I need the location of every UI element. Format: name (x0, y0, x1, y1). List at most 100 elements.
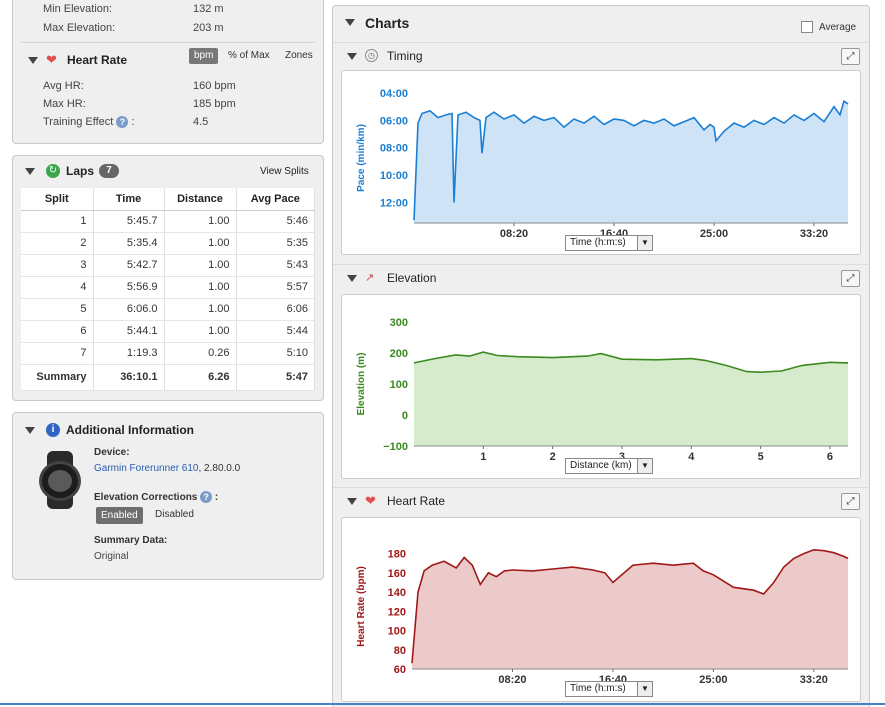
cell: 5:57 (236, 276, 315, 299)
laps-count-badge: 7 (99, 164, 119, 178)
collapse-hr-chart-icon[interactable] (347, 498, 357, 505)
y-axis-label: Heart Rate (bpm) (356, 566, 367, 647)
y-tick-label: 100 (390, 379, 408, 391)
cell: 5:43 (236, 254, 315, 277)
view-splits-link[interactable]: View Splits (260, 166, 309, 177)
collapse-additional-icon[interactable] (25, 427, 35, 434)
cell: 7 (21, 342, 94, 365)
hr-x-axis-dropdown[interactable]: Time (h:m:s) ▼ (565, 681, 653, 697)
y-tick-label: 10:00 (380, 170, 408, 182)
y-tick-label: 180 (388, 549, 406, 561)
x-tick-label: 3 (619, 451, 625, 463)
cell: 1.00 (164, 298, 237, 321)
bottom-border (0, 703, 885, 705)
cell: Summary (21, 364, 94, 391)
elevation-x-axis-dropdown[interactable]: Distance (km) ▼ (565, 458, 653, 474)
series-line (413, 99, 849, 221)
device-line: Garmin Forerunner 610, 2.80.0.0 (94, 463, 240, 474)
heart-rate-title: Heart Rate (67, 53, 128, 67)
cell: 5:47 (236, 364, 315, 391)
laps-title: Laps (66, 164, 95, 178)
series-line (411, 548, 849, 664)
disabled-button[interactable]: Disabled (155, 509, 194, 520)
min-elevation-value: 132 m (193, 3, 224, 15)
cell: 5:10 (236, 342, 315, 365)
y-axis-label: Elevation (m) (356, 353, 367, 416)
series-line (413, 351, 849, 374)
cell: 4 (21, 276, 94, 299)
cell: 2 (21, 232, 94, 255)
expand-timing-icon[interactable]: ⤢ (841, 48, 860, 65)
unit-percent-max-button[interactable]: % of Max (228, 50, 270, 61)
additional-info-title: Additional Information (66, 423, 194, 437)
table-row[interactable]: 5 6:06.0 1.00 6:06 (21, 298, 315, 321)
table-row[interactable]: 7 1:19.3 0.26 5:10 (21, 342, 315, 365)
col-avg-pace[interactable]: Avg Pace (236, 188, 315, 211)
avg-hr-value: 160 bpm (193, 80, 236, 92)
x-tick-label: 33:20 (800, 674, 828, 686)
cell: 6.26 (164, 364, 237, 391)
collapse-heart-rate-icon[interactable] (28, 57, 38, 64)
y-tick-label: 80 (394, 645, 406, 657)
enabled-button[interactable]: Enabled (96, 507, 143, 524)
chevron-down-icon: ▼ (637, 682, 652, 696)
table-row[interactable]: 6 5:44.1 1.00 5:44 (21, 320, 315, 343)
cell: 5 (21, 298, 94, 321)
dropdown-value: Time (h:m:s) (570, 683, 626, 694)
expand-elevation-icon[interactable]: ⤢ (841, 270, 860, 287)
x-tick-label: 1 (480, 451, 486, 463)
y-tick-label: 04:00 (380, 88, 408, 100)
col-distance[interactable]: Distance (164, 188, 237, 211)
timing-header (333, 42, 869, 70)
cell: 1 (21, 210, 94, 233)
series-area (414, 101, 848, 223)
table-row[interactable]: 1 5:45.7 1.00 5:46 (21, 210, 315, 233)
refresh-icon: ↻ (46, 164, 60, 178)
cell: 5:56.9 (93, 276, 165, 299)
elevation-svg: 300 200 100 0 −100 1 2 3 4 5 6 Elevation (m) (356, 317, 849, 463)
timing-x-axis-dropdown[interactable]: Time (h:m:s) ▼ (565, 235, 653, 251)
unit-zones-button[interactable]: Zones (285, 50, 313, 61)
cell: 3 (21, 254, 94, 277)
collapse-charts-icon[interactable] (345, 19, 355, 26)
hr-chart: 180 160 140 120 100 80 60 08:20 16:40 25:00 33:20 H… (341, 517, 861, 702)
unit-bpm-button[interactable]: bpm (189, 48, 219, 64)
help-icon[interactable]: ? (200, 491, 213, 503)
collapse-elevation-icon[interactable] (347, 275, 357, 282)
col-split[interactable]: Split (21, 188, 94, 211)
cell: 5:46 (236, 210, 315, 233)
charts-panel: Charts Average ◷ Timing ⤢ 04:00 06:00 08:0… (332, 5, 870, 707)
y-tick-label: 08:00 (380, 143, 408, 155)
info-icon: i (46, 423, 60, 437)
col-time[interactable]: Time (93, 188, 165, 211)
cell: 5:35.4 (93, 232, 165, 255)
hr-chart-title: Heart Rate (387, 494, 446, 508)
cell: 36:10.1 (93, 364, 165, 391)
table-row[interactable]: 4 5:56.9 1.00 5:57 (21, 276, 315, 299)
y-tick-label: 100 (388, 626, 406, 638)
clock-icon: ◷ (365, 49, 378, 62)
y-tick-label: 160 (388, 568, 406, 580)
average-checkbox[interactable] (801, 21, 813, 33)
device-name-link[interactable]: Garmin Forerunner 610 (94, 463, 199, 474)
cell: 1.00 (164, 232, 237, 255)
heart-icon: ❤ (365, 493, 376, 508)
collapse-laps-icon[interactable] (25, 168, 35, 175)
mountain-icon: ↗ (365, 272, 375, 284)
cell: 1.00 (164, 210, 237, 233)
timing-chart: 04:00 06:00 08:00 10:00 12:00 08:20 16:40 25:00… (341, 70, 861, 255)
elevation-chart: 300 200 100 0 −100 1 2 3 4 5 6 Elevation (m) (341, 294, 861, 479)
training-effect-text: Training Effect (43, 116, 114, 128)
help-icon[interactable]: ? (116, 116, 129, 128)
expand-hr-icon[interactable]: ⤢ (841, 493, 860, 510)
table-row[interactable]: 2 5:35.4 1.00 5:35 (21, 232, 315, 255)
table-row[interactable]: 3 5:42.7 1.00 5:43 (21, 254, 315, 277)
dropdown-value: Time (h:m:s) (570, 237, 626, 248)
laps-table: Split Time Distance Avg Pace 1 5:45.7 1.00… (21, 188, 315, 391)
charts-title: Charts (365, 15, 410, 31)
y-tick-label: 120 (388, 606, 406, 618)
collapse-timing-icon[interactable] (347, 53, 357, 60)
elev-corr-text: Elevation Corrections (94, 492, 198, 503)
cell: 1.00 (164, 276, 237, 299)
